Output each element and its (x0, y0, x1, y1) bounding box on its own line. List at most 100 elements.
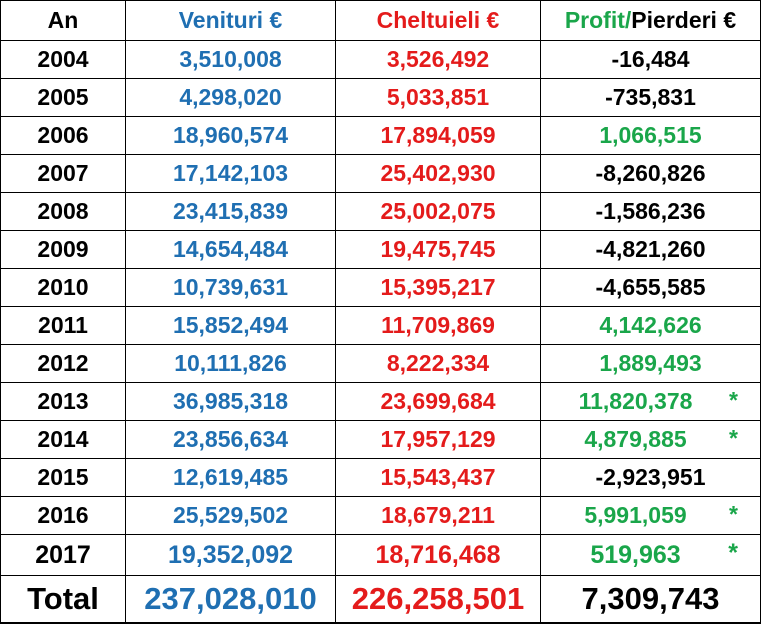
year-cell: 2005 (0, 78, 126, 117)
income-cell: 18,960,574 (125, 116, 336, 155)
income-cell: 23,415,839 (125, 192, 336, 231)
profit-cell: -8,260,826 (540, 154, 761, 193)
header-text: Pierderi € (631, 7, 737, 33)
profit-value: -735,831 (605, 84, 696, 110)
year-cell: 2017 (0, 534, 126, 576)
header-cell: An (0, 0, 126, 41)
year-cell: 2007 (0, 154, 126, 193)
year-cell: 2004 (0, 40, 126, 79)
header-row: An Venituri € Cheltuieli € Profit/Pierde… (0, 0, 761, 41)
year-cell: 2012 (0, 344, 126, 383)
profit-value: -2,923,951 (595, 464, 706, 490)
profit-cell: -16,484 (540, 40, 761, 79)
expense-cell: 15,543,437 (335, 458, 541, 497)
income-cell: 19,352,092 (125, 534, 336, 576)
profit-value: 519,963 (590, 540, 681, 569)
profit-value: -16,484 (611, 46, 690, 72)
income-cell: 15,852,494 (125, 306, 336, 345)
year-cell: 2015 (0, 458, 126, 497)
income-cell: 10,739,631 (125, 268, 336, 307)
data-row: 2014 23,856,634 17,957,129 4,879,885 * (0, 420, 761, 459)
year-cell: 2011 (0, 306, 126, 345)
profit-cell: 4,879,885 * (540, 420, 761, 459)
data-row: 2011 15,852,494 11,709,869 4,142,626 (0, 306, 761, 345)
income-cell: 14,654,484 (125, 230, 336, 269)
income-cell: 12,619,485 (125, 458, 336, 497)
income-cell: 36,985,318 (125, 382, 336, 421)
year-cell: 2010 (0, 268, 126, 307)
data-row: 2015 12,619,485 15,543,437 -2,923,951 (0, 458, 761, 497)
expense-cell: 5,033,851 (335, 78, 541, 117)
profit-value: 1,889,493 (599, 350, 702, 376)
profit-cell: 4,142,626 (540, 306, 761, 345)
data-row: 2017 19,352,092 18,716,468 519,963 * (0, 534, 761, 576)
header-cell: Venituri € (125, 0, 336, 41)
header-cell: Cheltuieli € (335, 0, 541, 41)
profit-cell: 11,820,378 * (540, 382, 761, 421)
expense-cell: 18,679,211 (335, 496, 541, 535)
income-cell: 17,142,103 (125, 154, 336, 193)
profit-value: 4,879,885 (584, 426, 687, 452)
expense-cell: 17,957,129 (335, 420, 541, 459)
note-mark: * (728, 539, 738, 568)
expense-cell: 15,395,217 (335, 268, 541, 307)
total-label: Total (0, 575, 126, 624)
data-row: 2007 17,142,103 25,402,930 -8,260,826 (0, 154, 761, 193)
profit-value: 1,066,515 (599, 122, 702, 148)
profit-cell: -2,923,951 (540, 458, 761, 497)
data-row: 2005 4,298,020 5,033,851 -735,831 (0, 78, 761, 117)
data-row: 2004 3,510,008 3,526,492 -16,484 (0, 40, 761, 79)
data-row: 2008 23,415,839 25,002,075 -1,586,236 (0, 192, 761, 231)
total-expenses: 226,258,501 (335, 575, 541, 624)
income-cell: 4,298,020 (125, 78, 336, 117)
profit-value: -1,586,236 (595, 198, 706, 224)
expense-cell: 8,222,334 (335, 344, 541, 383)
profit-value: -4,655,585 (595, 274, 706, 300)
expense-cell: 17,894,059 (335, 116, 541, 155)
income-cell: 3,510,008 (125, 40, 336, 79)
year-cell: 2008 (0, 192, 126, 231)
profit-cell: -4,821,260 (540, 230, 761, 269)
expense-cell: 23,699,684 (335, 382, 541, 421)
data-row: 2006 18,960,574 17,894,059 1,066,515 (0, 116, 761, 155)
header-cell: Profit/Pierderi € (540, 0, 761, 41)
profit-cell: 519,963 * (540, 534, 761, 576)
total-profit: 7,309,743 (540, 575, 761, 624)
profit-cell: 1,066,515 (540, 116, 761, 155)
total-income: 237,028,010 (125, 575, 336, 624)
year-cell: 2009 (0, 230, 126, 269)
header-text: Profit/ (564, 7, 632, 33)
data-row: 2009 14,654,484 19,475,745 -4,821,260 (0, 230, 761, 269)
note-mark: * (729, 500, 738, 527)
year-cell: 2013 (0, 382, 126, 421)
income-cell: 23,856,634 (125, 420, 336, 459)
total-row: Total 237,028,010 226,258,501 7,309,743 (0, 575, 761, 624)
profit-value: 4,142,626 (599, 312, 702, 338)
year-cell: 2016 (0, 496, 126, 535)
profit-value: 5,991,059 (584, 502, 687, 528)
expense-cell: 25,002,075 (335, 192, 541, 231)
profit-cell: -1,586,236 (540, 192, 761, 231)
year-cell: 2014 (0, 420, 126, 459)
data-row: 2016 25,529,502 18,679,211 5,991,059 * (0, 496, 761, 535)
expense-cell: 11,709,869 (335, 306, 541, 345)
profit-value: 11,820,378 (578, 388, 693, 414)
year-cell: 2006 (0, 116, 126, 155)
expense-cell: 19,475,745 (335, 230, 541, 269)
profit-cell: 1,889,493 (540, 344, 761, 383)
data-row: 2010 10,739,631 15,395,217 -4,655,585 (0, 268, 761, 307)
income-cell: 25,529,502 (125, 496, 336, 535)
profit-value: -8,260,826 (595, 160, 706, 186)
profit-cell: 5,991,059 * (540, 496, 761, 535)
data-row: 2012 10,111,826 8,222,334 1,889,493 (0, 344, 761, 383)
note-mark: * (729, 424, 738, 451)
expense-cell: 3,526,492 (335, 40, 541, 79)
expense-cell: 25,402,930 (335, 154, 541, 193)
income-cell: 10,111,826 (125, 344, 336, 383)
profit-value: -4,821,260 (595, 236, 706, 262)
profit-cell: -4,655,585 (540, 268, 761, 307)
note-mark: * (729, 386, 738, 413)
